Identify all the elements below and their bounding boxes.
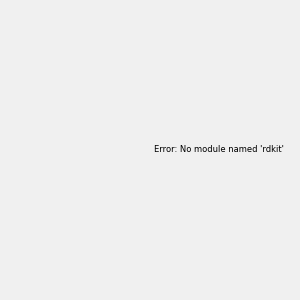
Text: Error: No module named 'rdkit': Error: No module named 'rdkit' [154, 145, 284, 154]
